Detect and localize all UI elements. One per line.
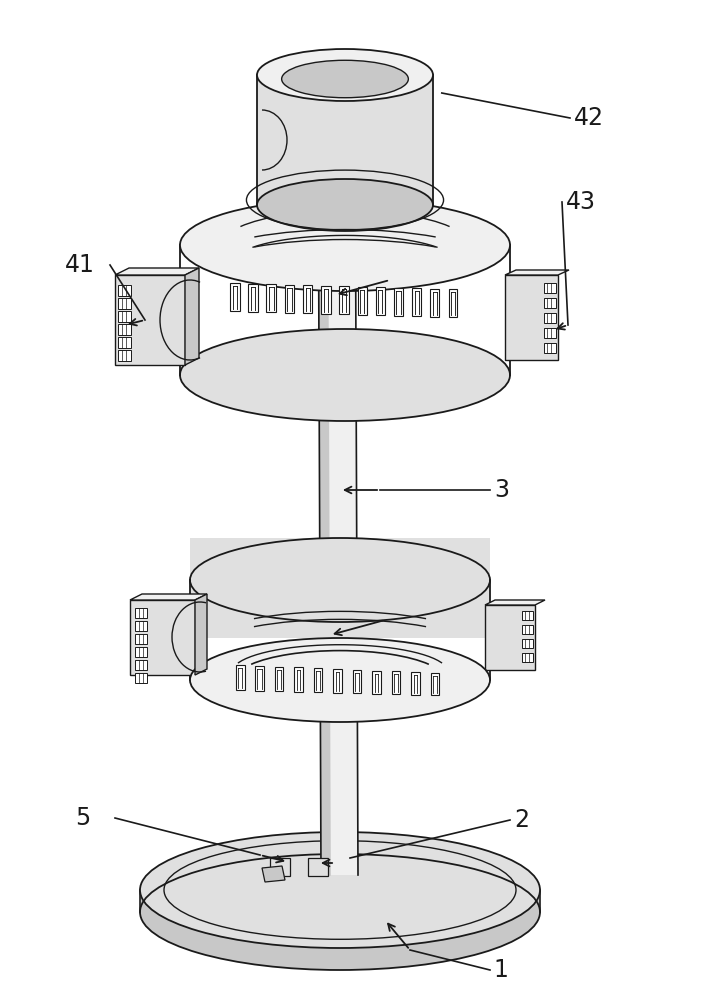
Polygon shape xyxy=(321,286,330,314)
Text: 1: 1 xyxy=(493,958,508,982)
Ellipse shape xyxy=(180,199,510,291)
Polygon shape xyxy=(544,283,556,293)
Polygon shape xyxy=(431,673,439,695)
Polygon shape xyxy=(285,284,295,312)
Polygon shape xyxy=(135,673,147,683)
Text: 42: 42 xyxy=(574,106,604,130)
Ellipse shape xyxy=(140,854,540,970)
Polygon shape xyxy=(118,285,131,296)
Polygon shape xyxy=(248,284,258,312)
Polygon shape xyxy=(270,858,290,876)
Polygon shape xyxy=(544,343,556,353)
Polygon shape xyxy=(485,605,535,670)
Polygon shape xyxy=(303,285,312,313)
Polygon shape xyxy=(115,268,199,275)
Ellipse shape xyxy=(190,538,490,622)
Polygon shape xyxy=(358,286,367,314)
Polygon shape xyxy=(449,289,458,317)
Polygon shape xyxy=(327,98,358,875)
Polygon shape xyxy=(135,634,147,644)
Ellipse shape xyxy=(180,329,510,421)
Polygon shape xyxy=(394,288,403,316)
Polygon shape xyxy=(544,328,556,338)
Polygon shape xyxy=(118,324,131,335)
Polygon shape xyxy=(275,667,283,691)
Polygon shape xyxy=(118,311,131,322)
Polygon shape xyxy=(375,287,385,315)
Ellipse shape xyxy=(257,179,433,231)
Polygon shape xyxy=(255,666,264,690)
Polygon shape xyxy=(230,283,240,311)
Polygon shape xyxy=(115,275,185,365)
Polygon shape xyxy=(118,350,131,361)
Text: 41: 41 xyxy=(65,253,95,277)
Ellipse shape xyxy=(282,60,408,98)
Text: 2: 2 xyxy=(514,808,529,832)
Text: 43: 43 xyxy=(566,190,596,214)
Polygon shape xyxy=(185,268,199,365)
Polygon shape xyxy=(262,866,285,882)
Polygon shape xyxy=(135,621,147,631)
Polygon shape xyxy=(140,890,540,912)
Polygon shape xyxy=(485,600,545,605)
Polygon shape xyxy=(505,275,558,360)
Polygon shape xyxy=(522,625,533,634)
Polygon shape xyxy=(430,288,439,316)
Polygon shape xyxy=(505,270,569,275)
Polygon shape xyxy=(353,670,361,693)
Polygon shape xyxy=(135,647,147,657)
Polygon shape xyxy=(135,608,147,618)
Polygon shape xyxy=(190,538,490,638)
Polygon shape xyxy=(294,667,303,692)
Polygon shape xyxy=(522,611,533,620)
Polygon shape xyxy=(314,668,322,692)
Polygon shape xyxy=(135,660,147,670)
Polygon shape xyxy=(236,665,245,690)
Polygon shape xyxy=(130,594,207,600)
Polygon shape xyxy=(544,298,556,308)
Polygon shape xyxy=(411,672,420,694)
Polygon shape xyxy=(308,858,328,876)
Polygon shape xyxy=(318,98,330,875)
Polygon shape xyxy=(130,600,195,675)
Polygon shape xyxy=(118,337,131,348)
Text: 5: 5 xyxy=(75,806,90,830)
Polygon shape xyxy=(392,671,400,694)
Polygon shape xyxy=(266,284,276,312)
Ellipse shape xyxy=(140,832,540,948)
Text: 3: 3 xyxy=(494,478,509,502)
Polygon shape xyxy=(340,286,349,314)
Polygon shape xyxy=(257,75,433,205)
Polygon shape xyxy=(333,669,342,692)
Ellipse shape xyxy=(190,638,490,722)
Polygon shape xyxy=(522,653,533,662)
Polygon shape xyxy=(522,639,533,648)
Polygon shape xyxy=(118,298,131,309)
Ellipse shape xyxy=(257,49,433,101)
Polygon shape xyxy=(195,594,207,675)
Polygon shape xyxy=(412,288,421,316)
Polygon shape xyxy=(544,313,556,323)
Polygon shape xyxy=(373,671,380,694)
